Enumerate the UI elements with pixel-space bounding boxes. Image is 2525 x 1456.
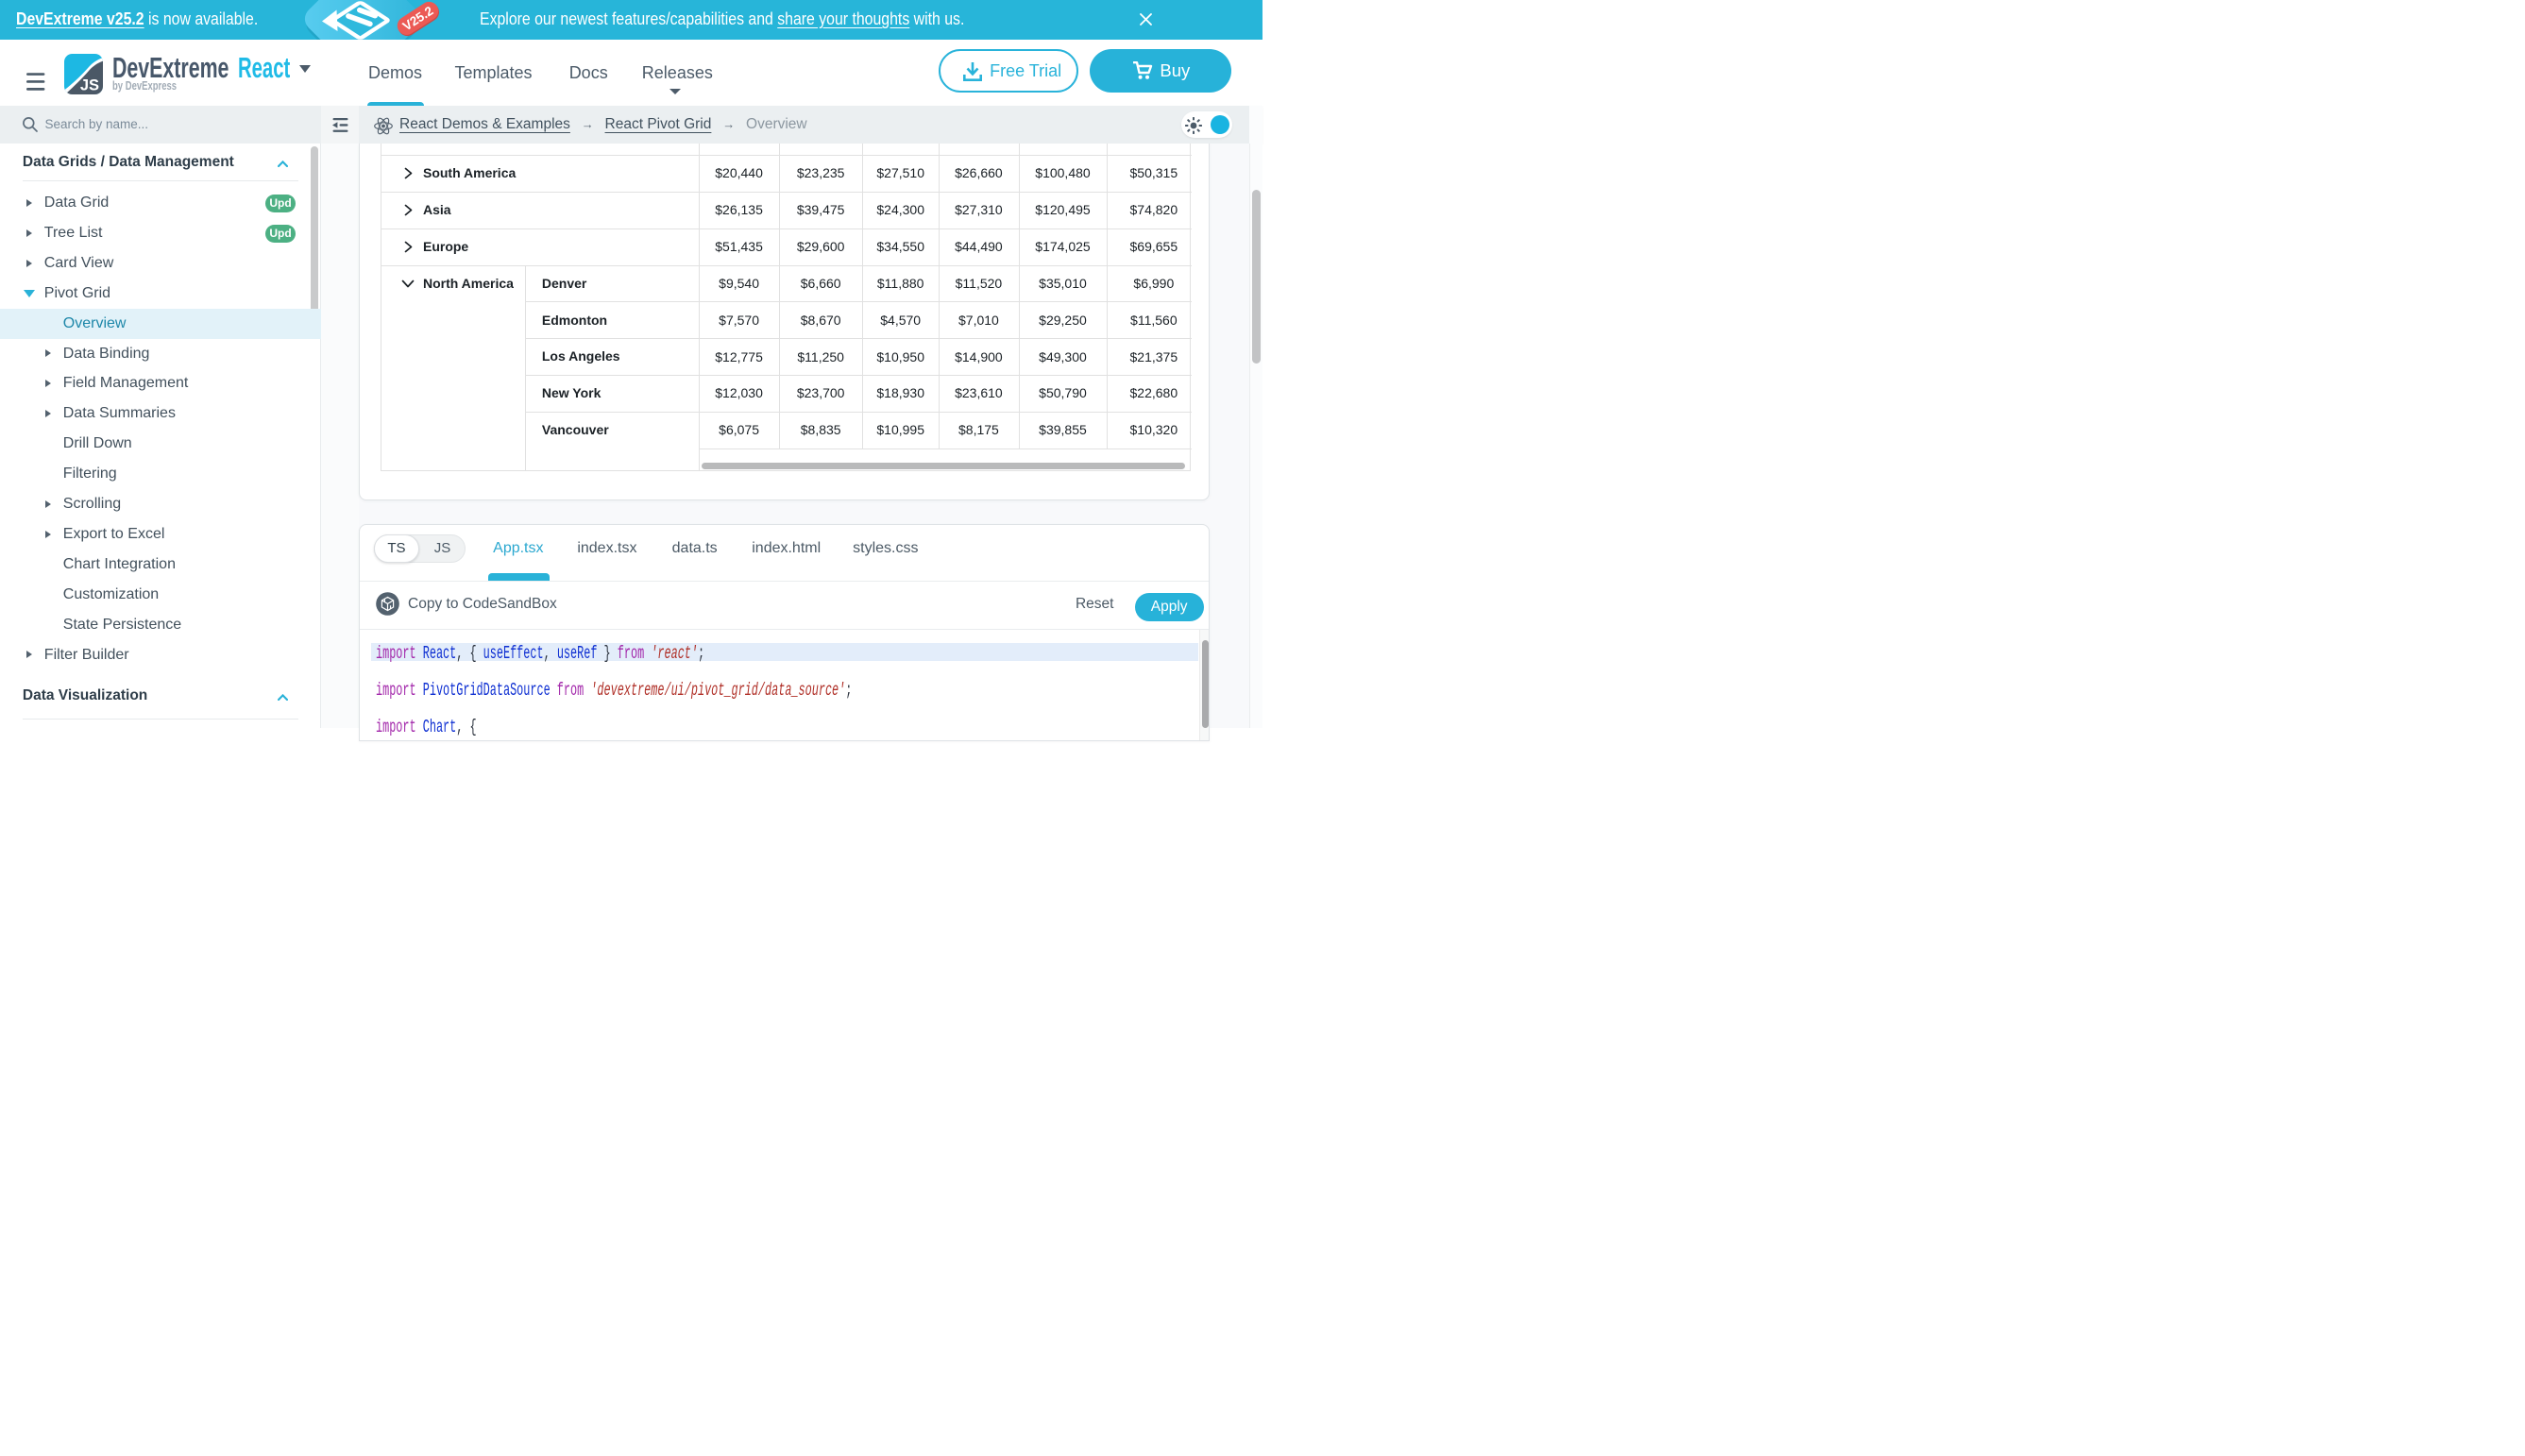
- svg-text:JS: JS: [80, 76, 99, 93]
